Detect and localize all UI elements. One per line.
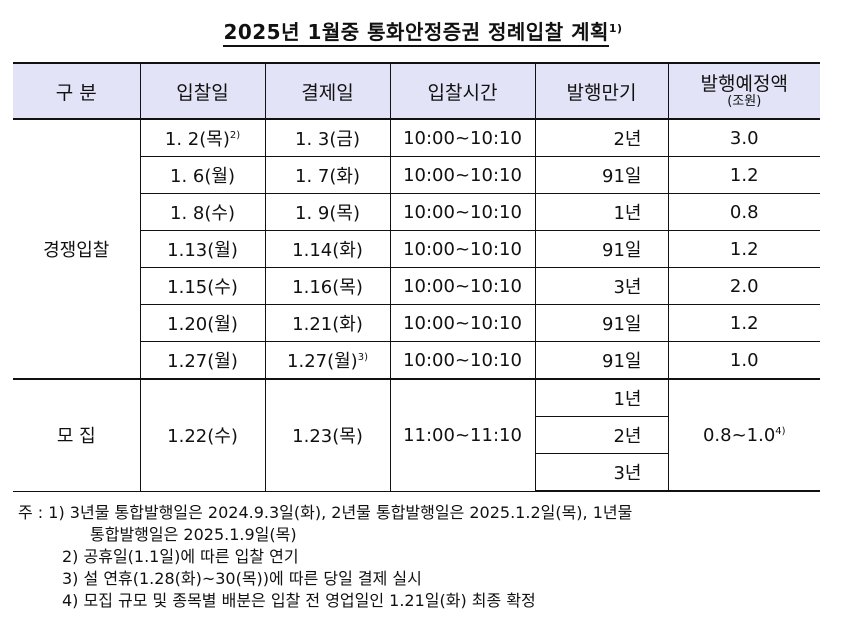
- footnotes: 주 : 1) 3년물 통합발행일은 2024.9.3일(화), 2년물 통합발행…: [18, 502, 632, 612]
- footnote-1: 주 : 1) 3년물 통합발행일은 2024.9.3일(화), 2년물 통합발행…: [18, 503, 633, 522]
- footnote-4: 4) 모집 규모 및 종목별 배분은 입찰 전 영업일인 1.21일(화) 최종…: [62, 591, 536, 610]
- amount: 2.0: [667, 267, 820, 305]
- bid-date: 1.20(월): [140, 304, 266, 342]
- settle-date: 1.27(월)3): [264, 341, 391, 380]
- table-row: 1.27(월) 1.27(월)3) 10:00~10:10 91일 1.0: [13, 341, 820, 380]
- bid-time: 11:00~11:10: [389, 378, 536, 492]
- header-amount-unit: (조원): [727, 94, 762, 109]
- amount: 1.2: [667, 156, 820, 194]
- header-amount: 발행예정액 (조원): [667, 62, 820, 120]
- bid-time: 10:00~10:10: [389, 341, 536, 380]
- amount: 0.8~1.04): [667, 378, 820, 492]
- header-bid-date: 입찰일: [139, 62, 266, 120]
- maturity: 1년: [534, 193, 669, 231]
- footnote-ref: 2): [229, 130, 241, 141]
- maturity: 1년: [534, 378, 669, 417]
- amount: 1.2: [667, 304, 820, 342]
- header-category: 구 분: [13, 62, 141, 120]
- bid-date: 1. 8(수): [140, 193, 266, 231]
- amount: 3.0: [667, 118, 820, 157]
- settle-date: 1.16(목): [264, 267, 391, 305]
- bid-date: 1. 6(월): [140, 156, 266, 194]
- maturity: 3년: [535, 453, 668, 492]
- table-row: 1.15(수) 1.16(목) 10:00~10:10 3년 2.0: [13, 267, 820, 305]
- table-row: 1.20(월) 1.21(화) 10:00~10:10 91일 1.2: [13, 304, 820, 342]
- settle-date: 1. 7(화): [264, 156, 391, 194]
- table-row: 경쟁입찰 1. 2(목)2) 1. 3(금) 10:00~10:10 2년 3.…: [13, 118, 820, 380]
- footnote-2: 2) 공휴일(1.1일)에 따른 입찰 연기: [62, 547, 299, 566]
- bid-date: 1.27(월): [140, 341, 266, 380]
- title-text: 2025년 1월중 통화안정증권 정례입찰 계획: [223, 20, 609, 47]
- notes-prefix: 주 :: [18, 503, 49, 522]
- header-settle-date: 결제일: [264, 62, 391, 120]
- table-row: 모 집 1.22(수) 1.23(목) 11:00~11:10 1년 0.8~1…: [13, 378, 820, 492]
- maturity: 2년: [534, 118, 669, 157]
- footnote-ref: 4): [775, 425, 786, 437]
- maturity: 91일: [534, 156, 669, 194]
- table-row: 1. 8(수) 1. 9(목) 10:00~10:10 1년 0.8: [13, 193, 820, 231]
- bid-date: 1.13(월): [140, 230, 266, 268]
- footnote-3: 3) 설 연휴(1.28(화)~30(목))에 따른 당일 결제 실시: [62, 569, 422, 588]
- competitive-label: 경쟁입찰: [13, 118, 141, 380]
- table-row: 1.13(월) 1.14(화) 10:00~10:10 91일 1.2: [13, 230, 820, 268]
- footnote-ref: 3): [357, 352, 368, 363]
- bid-time: 10:00~10:10: [389, 304, 536, 342]
- header-row: 구 분 입찰일 결제일 입찰시간 발행만기 발행예정액 (조원): [13, 62, 820, 120]
- bid-date: 1. 2(목)2): [139, 118, 266, 157]
- maturity: 3년: [534, 267, 669, 305]
- bid-time: 10:00~10:10: [389, 156, 536, 194]
- settle-date: 1.23(목): [264, 378, 391, 492]
- bid-date: 1.22(수): [139, 378, 266, 492]
- maturity: 91일: [534, 230, 669, 268]
- maturity: 91일: [534, 304, 669, 342]
- bid-time: 10:00~10:10: [389, 193, 536, 231]
- settle-date: 1. 9(목): [264, 193, 391, 231]
- settle-date: 1.21(화): [264, 304, 391, 342]
- auction-schedule-table: 구 분 입찰일 결제일 입찰시간 발행만기 발행예정액 (조원) 경쟁입찰 1. …: [13, 62, 820, 492]
- amount: 1.2: [667, 230, 820, 268]
- table-row: 3년: [13, 453, 820, 492]
- header-maturity: 발행만기: [534, 62, 669, 120]
- header-bid-time: 입찰시간: [389, 62, 536, 120]
- amount: 1.0: [667, 341, 820, 380]
- maturity: 2년: [535, 416, 668, 454]
- settle-date: 1.14(화): [264, 230, 391, 268]
- title-footnote: 1): [608, 22, 623, 35]
- table-row: 2년: [13, 416, 820, 454]
- page-title: 2025년 1월중 통화안정증권 정례입찰 계획1): [0, 16, 846, 47]
- bid-time: 10:00~10:10: [389, 230, 536, 268]
- subscription-label: 모 집: [13, 378, 141, 492]
- bid-time: 10:00~10:10: [389, 118, 536, 157]
- maturity: 91일: [534, 341, 669, 380]
- bid-date: 1.15(수): [140, 267, 266, 305]
- amount: 0.8: [667, 193, 820, 231]
- settle-date: 1. 3(금): [264, 118, 391, 157]
- header-amount-label: 발행예정액: [700, 73, 788, 95]
- bid-time: 10:00~10:10: [389, 267, 536, 305]
- footnote-1-cont: 통합발행일은 2025.1.9일(목): [90, 525, 297, 544]
